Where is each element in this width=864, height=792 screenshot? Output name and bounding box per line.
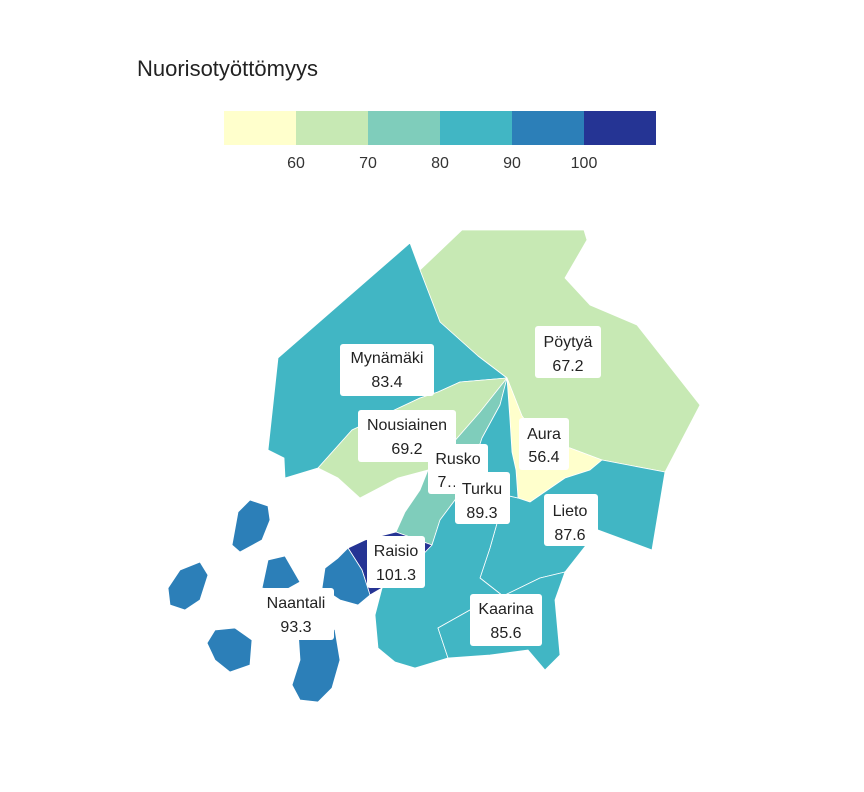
region-value: 93.3 [280,619,311,636]
region-value: 67.2 [552,358,583,375]
color-legend: 60 70 80 90 100 [224,111,656,172]
label-poytya: Pöytyä 67.2 [535,326,601,378]
region-value: 101.3 [376,567,416,584]
legend-swatch [584,111,656,145]
label-turku: Turku 89.3 [455,472,510,524]
map-title: Nuorisotyöttömyys [137,56,318,81]
region-name: Lieto [553,503,588,520]
legend-swatch [440,111,512,145]
region-name: Nousiainen [367,417,447,434]
region-name: Naantali [267,595,326,612]
region-value: 69.2 [391,441,422,458]
legend-tick: 70 [359,155,377,172]
legend-tick: 60 [287,155,305,172]
legend-swatch [512,111,584,145]
label-mynamaki: Mynämäki 83.4 [340,344,434,396]
region-name: Aura [527,426,561,443]
region-value: 89.3 [466,505,497,522]
legend-swatch [368,111,440,145]
region-name: Raisio [374,543,419,560]
legend-tick: 90 [503,155,521,172]
map-labels: Pöytyä 67.2 Mynämäki 83.4 Nousiainen 69.… [256,326,601,646]
region-name: Mynämäki [351,350,424,367]
legend-swatch [224,111,296,145]
label-raisio: Raisio 101.3 [367,536,425,588]
region-name: Turku [462,481,502,498]
region-name: Pöytyä [544,334,593,351]
label-naantali: Naantali 93.3 [256,588,334,640]
label-kaarina: Kaarina 85.6 [470,594,542,646]
region-value: 85.6 [490,625,521,642]
region-value: 56.4 [528,449,559,466]
region-naantali[interactable] [167,499,371,703]
legend-color-bar [224,111,656,145]
region-name: Rusko [435,451,480,468]
region-value: 83.4 [371,374,402,391]
legend-tick: 100 [570,155,598,172]
region-name: Kaarina [478,601,533,618]
region-value: 87.6 [554,527,585,544]
legend-swatch [296,111,368,145]
legend-tick: 80 [431,155,449,172]
label-aura: Aura 56.4 [519,418,569,470]
label-lieto: Lieto 87.6 [544,494,598,546]
